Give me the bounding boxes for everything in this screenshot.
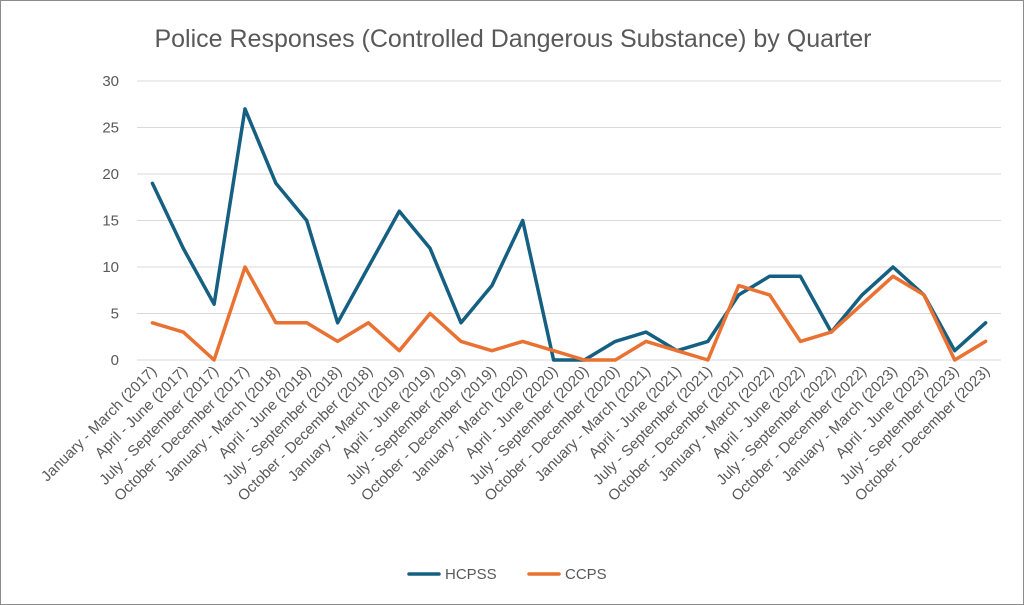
y-tick-label: 20 <box>102 166 119 183</box>
y-tick-label: 25 <box>102 120 119 137</box>
gridlines <box>137 80 1001 361</box>
chart-title: Police Responses (Controlled Dangerous S… <box>154 25 871 53</box>
y-tick-label: 10 <box>102 259 119 276</box>
legend-label: HCPSS <box>445 566 497 583</box>
legend: HCPSS CCPS <box>407 566 607 583</box>
x-axis-ticks: January - March (2017)April - June (2017… <box>38 363 993 505</box>
series-lines <box>150 107 988 362</box>
y-tick-label: 15 <box>102 213 119 230</box>
y-tick-label: 30 <box>102 73 119 90</box>
legend-label: CCPS <box>565 566 607 583</box>
y-tick-label: 0 <box>111 352 119 369</box>
series-line-hcpss <box>150 107 988 362</box>
y-tick-label: 5 <box>111 306 119 323</box>
series-line-ccps <box>150 265 988 362</box>
y-axis-ticks: 0 5 10 15 20 25 30 <box>102 73 119 369</box>
